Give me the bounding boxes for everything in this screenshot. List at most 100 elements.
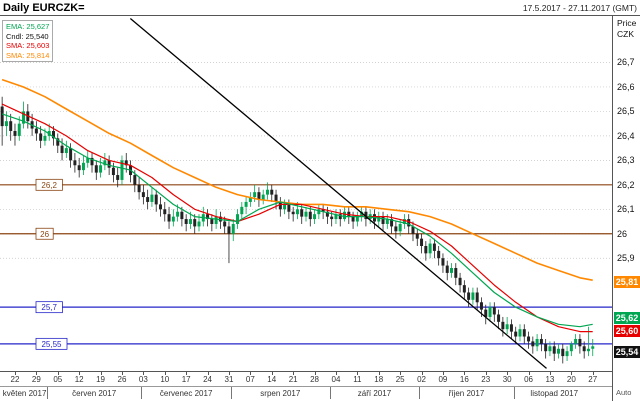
candle-down (257, 192, 261, 200)
line-value-box (35, 178, 63, 191)
candle-down (300, 209, 304, 217)
candle-down (146, 197, 150, 202)
candle-down (34, 128, 38, 134)
date-tick-label: 12 (74, 375, 84, 384)
candle-up (188, 219, 192, 224)
candle-down (308, 211, 312, 220)
candle-down (111, 167, 115, 176)
month-separator (141, 387, 143, 399)
candle-down (582, 346, 586, 352)
price-tick-label: 26,1 (617, 204, 635, 215)
chart-plot-area[interactable]: 26,2 26 25,7 25,55 (0, 16, 612, 372)
candle-down (69, 148, 73, 161)
month-separator (47, 387, 49, 399)
date-tick-label: 28 (310, 375, 319, 384)
date-tick-mark (528, 372, 530, 375)
date-tick-mark (357, 372, 359, 375)
candle-down (60, 145, 64, 154)
candle-down (73, 160, 77, 166)
candle-up (488, 307, 492, 317)
date-tick-mark (57, 372, 59, 375)
candle-up (355, 216, 359, 222)
candle-down (462, 285, 466, 293)
candle-up (385, 219, 389, 224)
date-tick-mark (335, 372, 337, 375)
candle-down (124, 160, 128, 166)
candle-up (471, 292, 475, 300)
month-label: listopad 2017 (530, 389, 579, 398)
candle-down (287, 204, 291, 212)
date-tick-label: 26 (117, 375, 127, 384)
candle-up (304, 211, 308, 217)
candle-up (197, 221, 201, 227)
candle-down (424, 245, 428, 254)
candle-up (343, 211, 347, 220)
candle-down (415, 233, 419, 239)
candle-down (479, 302, 483, 310)
candle-down (364, 211, 368, 220)
candle-down (141, 192, 145, 198)
trendline[interactable] (129, 17, 547, 369)
candle-up (402, 219, 406, 224)
candle-down (454, 268, 458, 278)
candle-up (17, 123, 21, 136)
candle-up (265, 189, 269, 195)
legend-entry-ema: EMA: 25,627 (6, 22, 50, 31)
date-tick-label: 24 (203, 375, 213, 384)
price-axis-title: Price CZK (617, 18, 636, 40)
date-tick-label: 03 (138, 375, 148, 384)
candle-down (180, 211, 184, 220)
candle-down (437, 250, 441, 259)
candle-down (163, 209, 167, 215)
date-tick-mark (14, 372, 16, 375)
date-tick-label: 18 (374, 375, 384, 384)
candle-up (569, 343, 573, 352)
candle-up (4, 121, 8, 127)
price-badge: 25,60 (614, 324, 640, 337)
date-tick-mark (186, 372, 188, 375)
price-tick-label: 26,3 (617, 155, 635, 166)
line-value-label: 26,2 (41, 181, 57, 190)
candle-up (43, 135, 47, 141)
date-tick-label: 13 (545, 375, 555, 384)
header-divider (0, 15, 640, 16)
date-tick-label: 06 (524, 375, 533, 384)
candle-up (295, 209, 299, 215)
candle-up (428, 243, 432, 254)
date-axis[interactable]: 22 29 05 12 19 26 03 10 17 24 31 07 14 21 28 04 11 18 25 02… (0, 372, 612, 385)
candle-down (133, 175, 137, 185)
price-axis[interactable]: Price CZK 26,7 26,6 26,5 26,4 26,3 26,2 26,1 26… (612, 16, 640, 401)
date-tick-mark (549, 372, 551, 375)
sma-fast-line (1, 103, 593, 333)
candle-up (176, 211, 180, 217)
candle-up (231, 223, 235, 234)
date-tick-label: 09 (438, 375, 448, 384)
candle-down (184, 219, 188, 224)
date-tick-mark (36, 372, 38, 375)
candle-down (278, 201, 282, 210)
candle-up (99, 165, 103, 173)
candle-up (398, 223, 402, 232)
date-tick-mark (464, 372, 466, 375)
candle-down (56, 138, 60, 146)
price-axis-label: Price (617, 18, 637, 28)
candle-down (274, 194, 278, 202)
date-tick-mark (293, 372, 295, 375)
candle-down (578, 338, 582, 347)
candle-up (591, 346, 595, 349)
candle-down (13, 130, 17, 136)
candle-down (116, 175, 120, 180)
date-tick-label: 29 (31, 375, 41, 384)
candle-down (501, 321, 505, 330)
candle-down (158, 204, 162, 210)
candle-down (539, 338, 543, 344)
date-tick-mark (592, 372, 594, 375)
candle-down (321, 209, 325, 212)
candle-down (522, 329, 526, 337)
candle-down (206, 214, 210, 220)
date-tick-mark (143, 372, 145, 375)
candle-up (505, 324, 509, 330)
date-range-label: 17.5.2017 - 27.11.2017 (GMT) (522, 3, 637, 13)
date-tick-label: 20 (566, 375, 576, 384)
candle-down (90, 157, 94, 166)
